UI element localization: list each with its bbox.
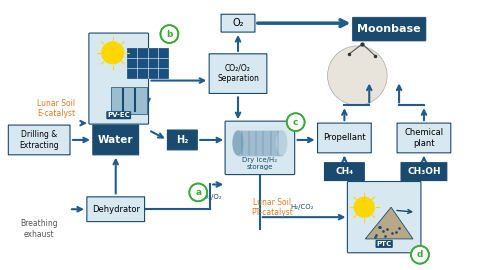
FancyBboxPatch shape: [127, 48, 168, 77]
Text: CO₂/O₂: CO₂/O₂: [198, 194, 222, 200]
Text: Dehydrator: Dehydrator: [92, 205, 140, 214]
FancyBboxPatch shape: [221, 14, 255, 32]
Text: Breathing
exhaust: Breathing exhaust: [20, 219, 58, 239]
FancyBboxPatch shape: [93, 125, 139, 155]
FancyBboxPatch shape: [348, 181, 421, 253]
FancyBboxPatch shape: [89, 33, 148, 124]
Text: H₂/CO₂: H₂/CO₂: [290, 204, 313, 210]
Bar: [238, 131, 282, 155]
Circle shape: [411, 246, 429, 264]
FancyBboxPatch shape: [324, 163, 364, 181]
FancyBboxPatch shape: [8, 125, 70, 155]
Circle shape: [287, 113, 305, 131]
FancyBboxPatch shape: [111, 86, 146, 114]
FancyBboxPatch shape: [318, 123, 371, 153]
FancyBboxPatch shape: [87, 197, 144, 222]
FancyBboxPatch shape: [397, 123, 451, 153]
Text: Lunar Soil
E-catalyst: Lunar Soil E-catalyst: [37, 99, 75, 118]
Text: Water: Water: [98, 135, 133, 145]
Polygon shape: [365, 207, 413, 239]
Text: CH₄: CH₄: [336, 167, 353, 176]
Circle shape: [102, 42, 124, 64]
Text: O₂: O₂: [232, 18, 244, 28]
Text: Drilling &
Extracting: Drilling & Extracting: [19, 130, 59, 150]
FancyBboxPatch shape: [225, 121, 295, 175]
Text: CO₂/O₂
Separation: CO₂/O₂ Separation: [217, 64, 259, 83]
FancyBboxPatch shape: [168, 130, 197, 150]
Text: Chemical
plant: Chemical plant: [404, 128, 444, 148]
Ellipse shape: [277, 131, 287, 155]
Text: H₂: H₂: [176, 135, 189, 145]
FancyBboxPatch shape: [401, 163, 447, 181]
Text: PV-EC: PV-EC: [108, 112, 130, 118]
Text: Propellant: Propellant: [323, 133, 366, 143]
Circle shape: [327, 46, 387, 105]
Text: b: b: [166, 29, 173, 39]
Text: Dry ice/H₂
storage: Dry ice/H₂ storage: [242, 157, 277, 170]
Circle shape: [189, 184, 207, 201]
Text: Lunar Soil
PT-catalyst: Lunar Soil PT-catalyst: [251, 198, 293, 217]
Text: d: d: [417, 250, 423, 259]
Text: c: c: [293, 118, 299, 127]
Circle shape: [354, 197, 374, 217]
Text: a: a: [195, 188, 201, 197]
FancyBboxPatch shape: [209, 54, 267, 93]
Text: CH₃OH: CH₃OH: [407, 167, 441, 176]
Circle shape: [160, 25, 179, 43]
FancyBboxPatch shape: [352, 17, 426, 41]
Ellipse shape: [233, 131, 243, 155]
Text: Moonbase: Moonbase: [357, 24, 421, 34]
Text: PTC: PTC: [376, 241, 392, 247]
